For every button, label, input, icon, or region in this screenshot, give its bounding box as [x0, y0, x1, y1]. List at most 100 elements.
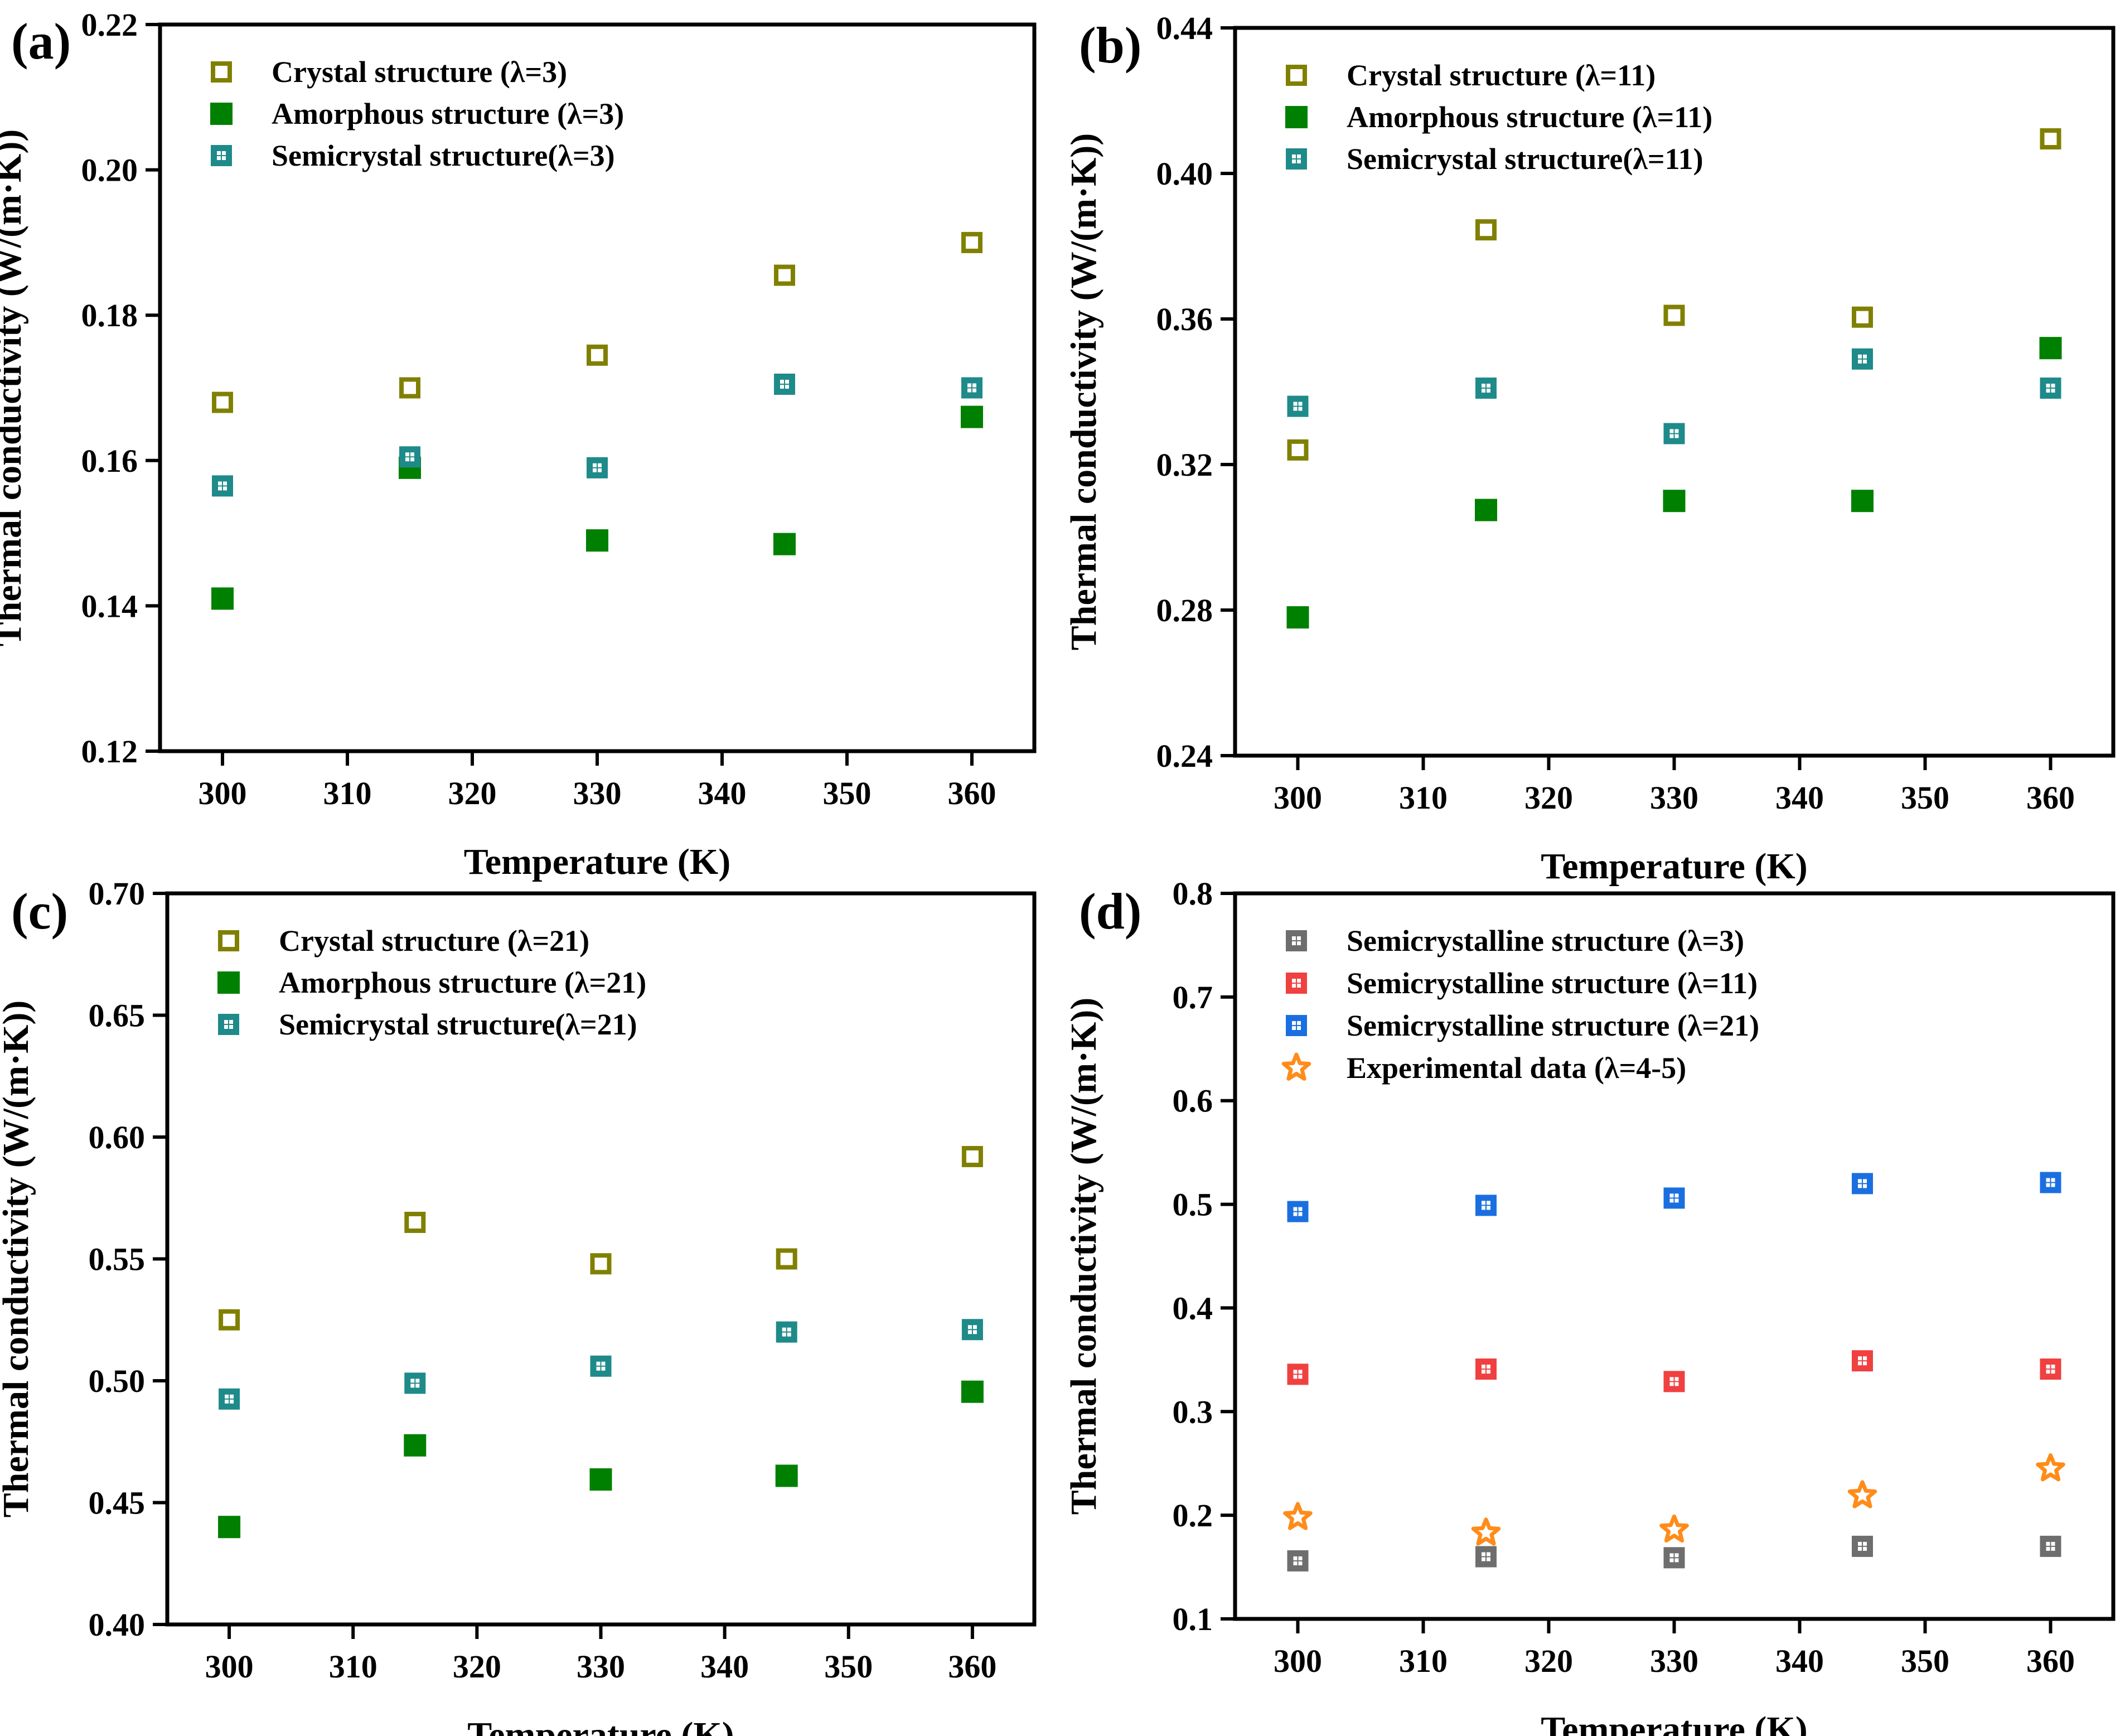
chart-panel-1: (a) 300 310 320 330 340 350 360 0.12 0.14 0.16 0.18…	[0, 7, 1037, 882]
data-point	[399, 446, 420, 468]
marker-dot	[967, 1325, 972, 1329]
marker-body	[1287, 1363, 1309, 1385]
marker-dot	[1863, 1179, 1867, 1183]
y-tick-label: 0.40	[89, 1607, 146, 1643]
marker-dot	[780, 384, 784, 389]
marker-dot	[1292, 159, 1296, 163]
series-1	[219, 1145, 983, 1331]
y-tick-label: 0.20	[81, 152, 138, 188]
marker-dot	[223, 486, 227, 491]
x-tick-label: 350	[824, 1648, 873, 1685]
y-tick-label: 0.2	[1173, 1497, 1213, 1534]
data-point	[1659, 1514, 1689, 1543]
data-point	[219, 1309, 240, 1331]
x-axis-title: Temperature (K)	[464, 842, 730, 882]
legend-marker	[218, 930, 239, 951]
marker-dot	[2051, 383, 2055, 388]
x-tick-label: 310	[329, 1648, 377, 1685]
marker-dot	[782, 1327, 786, 1332]
marker-dot	[787, 1327, 791, 1332]
marker-dot	[1292, 936, 1296, 940]
marker-dot	[2051, 1178, 2055, 1182]
marker-dot	[1482, 1557, 1485, 1561]
marker-dot	[1669, 1198, 1674, 1203]
marker-dot	[218, 486, 222, 491]
marker-dot	[229, 1025, 233, 1029]
x-tick-label: 300	[199, 775, 247, 811]
marker-dot	[1669, 1193, 1674, 1198]
data-point	[212, 475, 233, 497]
data-point	[586, 529, 608, 552]
marker-dot	[1292, 1021, 1296, 1025]
marker-dot	[1858, 1356, 1862, 1361]
marker-body	[1852, 348, 1873, 370]
marker-dot	[1482, 1370, 1485, 1374]
series-2	[1287, 1350, 2061, 1392]
marker-dot	[1292, 984, 1296, 988]
marker-body	[1663, 423, 1685, 444]
marker-dot	[2046, 383, 2050, 388]
marker-body	[587, 457, 608, 478]
marker-body	[1475, 1195, 1497, 1216]
marker-dot	[1297, 936, 1301, 940]
marker-dot	[598, 468, 602, 472]
marker-dot	[2046, 1178, 2050, 1182]
chart-panel-3: (c) 300 310 320 330 340 350 360 0.40 0.45 0.50 0.55…	[0, 876, 1037, 1736]
legend-label: Experimental data (λ=4-5)	[1347, 1051, 1686, 1085]
x-tick-label: 360	[948, 775, 996, 811]
x-tick-label: 340	[1775, 1643, 1824, 1679]
marker-dot	[1669, 429, 1674, 433]
series-2	[211, 405, 983, 610]
marker-dot	[1487, 1201, 1490, 1205]
data-point	[1852, 306, 1873, 328]
y-tick-label: 0.44	[1156, 10, 1213, 46]
marker-dot	[1297, 1021, 1301, 1025]
marker-dot	[1298, 1207, 1303, 1211]
y-axis-title: Thermal conductivity (W/(m·K))	[0, 1000, 36, 1518]
marker-dot	[1863, 359, 1867, 364]
data-point	[1663, 490, 1686, 512]
data-point	[1663, 1371, 1685, 1392]
data-point	[1852, 1350, 1873, 1372]
marker-body	[2040, 1172, 2061, 1193]
marker-dot	[1863, 354, 1867, 359]
marker-body	[1286, 973, 1307, 994]
chart-panel-4: (d) 300 310 320 330 340 350 360 0.1 0.2 0.3 0.4 0.5 0…	[1063, 876, 2116, 1736]
marker-dot	[230, 1399, 234, 1404]
marker-dot	[1487, 1365, 1490, 1369]
x-tick-label: 300	[205, 1648, 254, 1685]
x-tick-label: 330	[1650, 1643, 1698, 1679]
series-1	[212, 231, 982, 413]
marker-dot	[1487, 1206, 1490, 1210]
marker-dot	[1297, 154, 1301, 158]
legend-label: Semicrystal structure(λ=11)	[1347, 142, 1703, 176]
x-tick-label: 320	[1524, 780, 1573, 816]
y-tick-label: 0.18	[81, 297, 138, 333]
data-point	[1851, 490, 1874, 512]
marker-body	[218, 1014, 239, 1035]
data-point	[776, 1248, 797, 1270]
panel-label: (a)	[11, 13, 71, 70]
marker-dot	[224, 1020, 228, 1024]
data-point	[590, 1355, 612, 1377]
data-point	[1852, 1173, 1873, 1195]
data-point	[774, 373, 795, 395]
marker-dot	[1293, 1370, 1298, 1374]
y-tick-label: 0.40	[1156, 156, 1213, 192]
marker-body	[1287, 395, 1309, 417]
data-point	[1663, 1547, 1685, 1569]
legend: Crystal structure (λ=3) Amorphous structu…	[210, 55, 624, 172]
marker-dot	[1487, 1370, 1490, 1374]
marker-body	[1663, 1547, 1685, 1569]
y-tick-label: 0.22	[81, 7, 138, 43]
marker-body	[219, 1388, 240, 1410]
x-tick-label: 340	[700, 1648, 749, 1685]
y-tick-label: 0.16	[81, 443, 138, 479]
x-tick-label: 300	[1274, 1643, 1322, 1679]
marker-dot	[1863, 1361, 1867, 1366]
data-point	[1663, 423, 1685, 444]
data-point	[1475, 1195, 1497, 1216]
marker-body	[404, 1372, 426, 1394]
marker-dot	[785, 379, 789, 384]
panel-label: (c)	[11, 883, 68, 940]
